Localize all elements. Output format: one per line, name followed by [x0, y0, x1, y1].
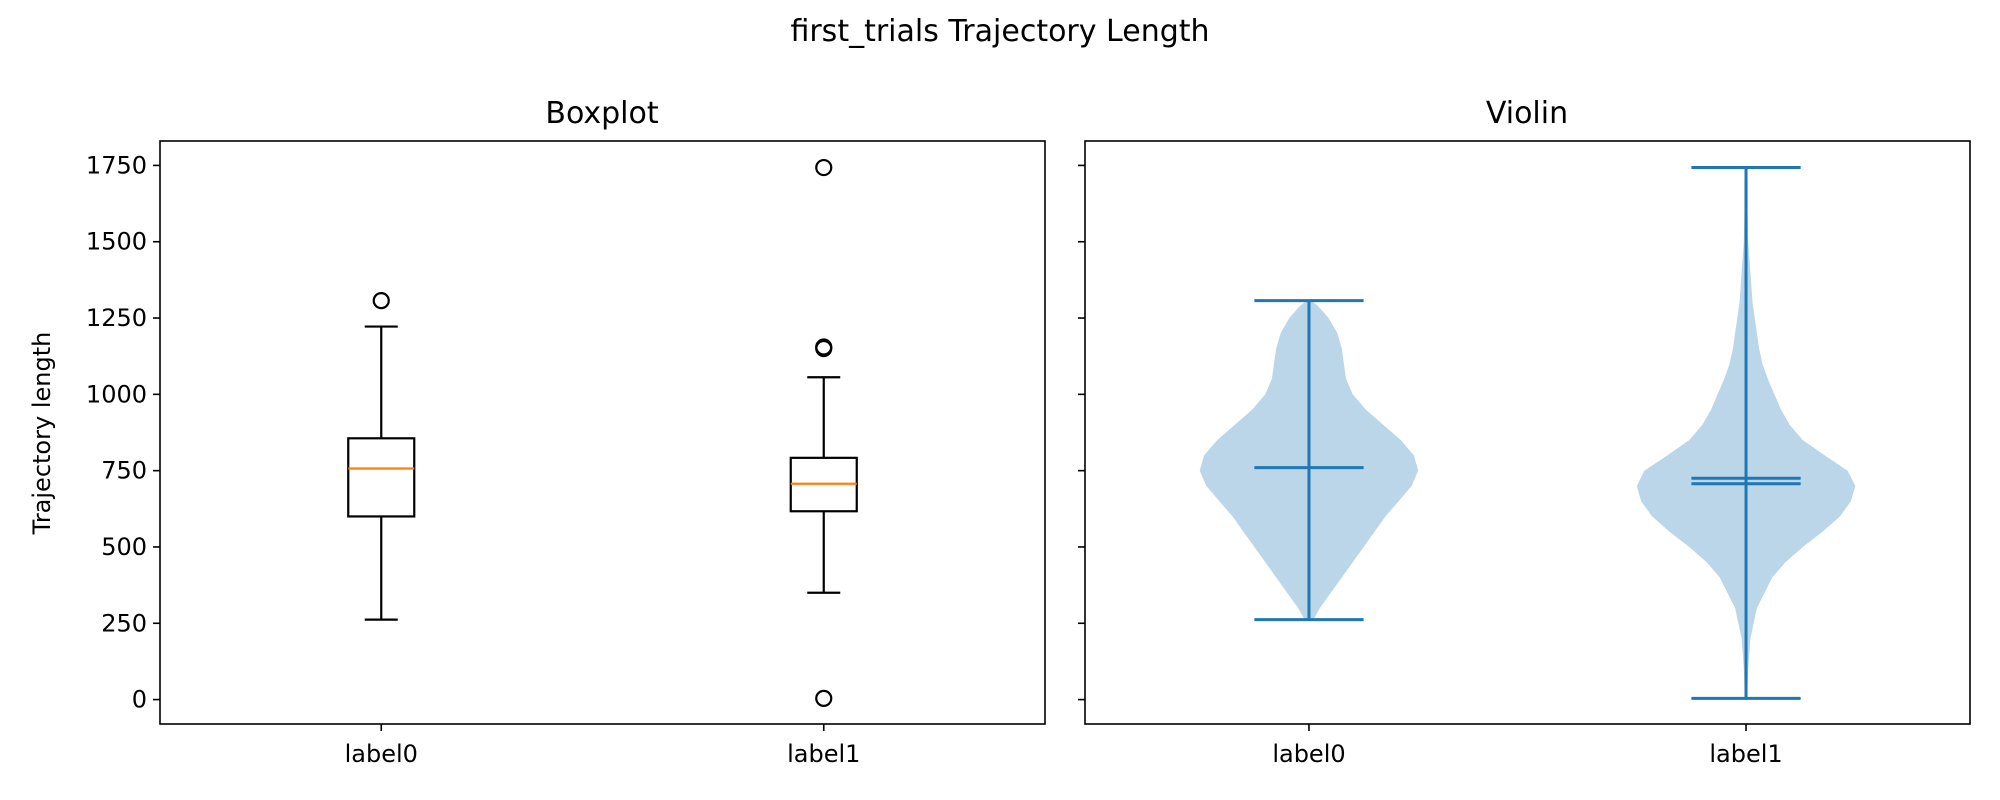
violin-axes: Violin label0 label1 — [1078, 96, 1971, 768]
boxplot-x-ticks: label0 label1 — [345, 724, 860, 768]
y-tick-label: 500 — [101, 533, 147, 561]
violin-marks — [1199, 166, 1856, 700]
y-tick-label: 250 — [101, 609, 147, 637]
boxplot-marks — [347, 158, 858, 707]
outlier-point — [815, 158, 833, 177]
boxplot-y-ticks: 0 250 500 750 1000 1250 1500 1750 — [86, 151, 160, 714]
boxplot-axes: Boxplot Trajectory length 0 250 500 750 1000… — [28, 96, 1046, 768]
y-tick-label: 1000 — [86, 380, 147, 408]
x-tick-label: label1 — [787, 740, 860, 768]
y-tick-label: 750 — [101, 457, 147, 485]
figure-title: first_trials Trajectory Length — [790, 14, 1209, 49]
x-tick-label: label0 — [1272, 740, 1345, 768]
y-tick-label: 1750 — [86, 151, 147, 179]
violin-frame — [1084, 140, 1971, 725]
violin-title: Violin — [1486, 96, 1568, 131]
y-tick-label: 0 — [132, 686, 147, 714]
outlier-point — [815, 339, 833, 358]
y-axis-label: Trajectory length — [28, 332, 56, 536]
boxplot-frame — [159, 140, 1046, 725]
violin-x-ticks: label0 label1 — [1272, 724, 1783, 768]
y-tick-label: 1500 — [86, 228, 147, 256]
y-tick-label: 1250 — [86, 304, 147, 332]
x-tick-label: label0 — [345, 740, 418, 768]
outlier-point — [815, 689, 833, 707]
violin-y-ticks — [1078, 164, 1085, 701]
outlier-point — [372, 292, 390, 310]
boxplot-title: Boxplot — [545, 96, 658, 131]
x-tick-label: label1 — [1709, 740, 1782, 768]
